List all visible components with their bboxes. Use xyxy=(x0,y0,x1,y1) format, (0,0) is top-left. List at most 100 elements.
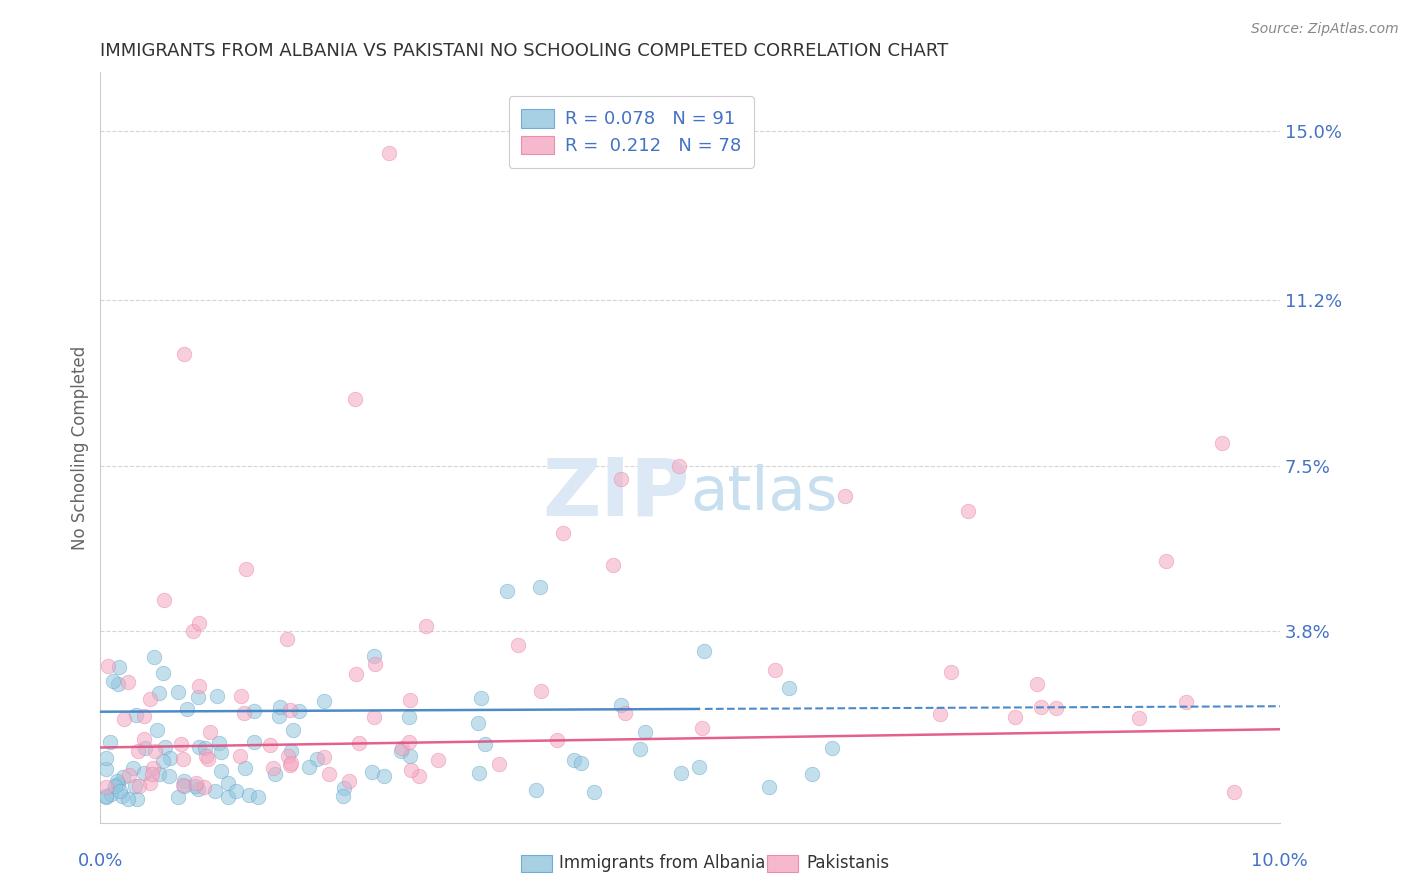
Point xyxy=(398,710,420,724)
Point xyxy=(172,752,194,766)
Point xyxy=(398,749,420,764)
Point xyxy=(146,723,169,738)
Point xyxy=(305,752,328,766)
Point xyxy=(470,690,492,705)
Point xyxy=(217,789,239,804)
Point xyxy=(134,766,156,780)
Point xyxy=(363,710,385,724)
Point xyxy=(94,789,117,804)
Point xyxy=(124,779,146,793)
Point xyxy=(467,765,489,780)
Point xyxy=(569,756,592,770)
Point xyxy=(1045,701,1067,715)
Point xyxy=(778,681,800,695)
Point xyxy=(118,768,141,782)
Point xyxy=(229,690,252,704)
Point xyxy=(488,757,510,772)
Point xyxy=(1211,436,1233,450)
Point xyxy=(94,751,117,765)
Point xyxy=(1025,677,1047,691)
Point xyxy=(551,525,574,540)
Point xyxy=(105,773,128,788)
Point xyxy=(104,779,127,793)
Point xyxy=(337,773,360,788)
Point xyxy=(314,750,336,764)
Text: ZIP: ZIP xyxy=(543,454,690,532)
Point xyxy=(243,735,266,749)
Point xyxy=(956,503,979,517)
Point xyxy=(101,673,124,688)
Point xyxy=(141,766,163,780)
Point xyxy=(94,780,117,794)
Point xyxy=(262,761,284,775)
Point xyxy=(209,745,232,759)
Point xyxy=(232,706,254,720)
Point xyxy=(152,665,174,680)
Point xyxy=(142,761,165,775)
Text: 0.0%: 0.0% xyxy=(77,852,124,870)
Point xyxy=(363,649,385,664)
Point xyxy=(630,742,652,756)
Point xyxy=(197,752,219,766)
Point xyxy=(139,776,162,790)
Point xyxy=(173,347,195,361)
Point xyxy=(763,663,786,677)
Point xyxy=(188,615,211,630)
Point xyxy=(688,759,710,773)
Point xyxy=(278,758,301,772)
Point xyxy=(363,657,385,671)
Point xyxy=(692,644,714,658)
Point xyxy=(474,737,496,751)
Point xyxy=(269,700,291,714)
Point xyxy=(283,723,305,737)
Point xyxy=(217,776,239,790)
Point xyxy=(117,674,139,689)
Point xyxy=(94,789,117,804)
Text: 10.0%: 10.0% xyxy=(1251,852,1308,870)
Point xyxy=(929,706,952,721)
Point xyxy=(610,698,633,712)
Point xyxy=(373,769,395,783)
Point xyxy=(378,145,401,160)
Point xyxy=(108,784,131,798)
Point xyxy=(127,744,149,758)
Point xyxy=(187,679,209,693)
Point xyxy=(208,736,231,750)
Point xyxy=(1154,553,1177,567)
Point xyxy=(609,472,631,486)
Point xyxy=(107,777,129,791)
Point xyxy=(318,766,340,780)
Point xyxy=(602,558,624,572)
Point xyxy=(209,764,232,778)
Point xyxy=(152,754,174,768)
Point xyxy=(124,707,146,722)
Point xyxy=(524,783,547,797)
Point xyxy=(939,665,962,680)
Point xyxy=(634,724,657,739)
Text: atlas: atlas xyxy=(690,464,838,523)
Point xyxy=(122,761,145,775)
Point xyxy=(495,583,517,598)
Point xyxy=(669,766,692,780)
Point xyxy=(427,753,450,767)
Point xyxy=(148,686,170,700)
Point xyxy=(159,769,181,783)
Point xyxy=(204,784,226,798)
Point xyxy=(332,789,354,803)
Point xyxy=(173,774,195,789)
Point xyxy=(582,784,605,798)
Point xyxy=(153,739,176,754)
Point xyxy=(259,738,281,752)
Point xyxy=(1222,785,1244,799)
Point xyxy=(506,639,529,653)
Legend: R = 0.078   N = 91, R =  0.212   N = 78: R = 0.078 N = 91, R = 0.212 N = 78 xyxy=(509,96,754,168)
Point xyxy=(361,764,384,779)
Point xyxy=(148,767,170,781)
Point xyxy=(1128,711,1150,725)
Point xyxy=(94,762,117,776)
Point xyxy=(195,749,218,764)
Point xyxy=(562,753,585,767)
Point xyxy=(134,740,156,755)
Point xyxy=(333,780,356,795)
Point xyxy=(287,705,309,719)
